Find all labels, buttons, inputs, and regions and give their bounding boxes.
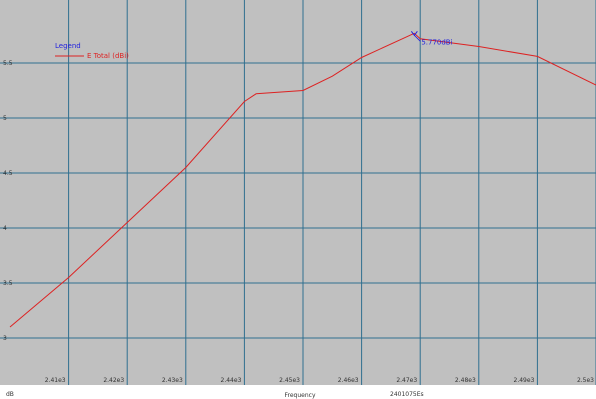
legend-entry-label: E Total (dBi) xyxy=(87,52,129,60)
legend-title: Legend xyxy=(55,42,81,50)
series-group xyxy=(9,32,596,328)
x-tick-label: 2.43e3 xyxy=(162,377,183,384)
footer-right-text: 2401075Es xyxy=(390,391,424,398)
footer-bar xyxy=(0,385,596,399)
x-tick-labels: 2.41e3 2.42e3 2.43e3 2.44e3 2.45e3 2.46e3 2.47… xyxy=(45,377,594,384)
x-tick-label: 2.47e3 xyxy=(396,377,417,384)
x-tick-label: 2.48e3 xyxy=(455,377,476,384)
marker-leader xyxy=(414,35,421,42)
x-tick-label: 2.41e3 xyxy=(45,377,66,384)
plot-background xyxy=(0,0,596,385)
x-tick-label: 2.46e3 xyxy=(338,377,359,384)
y-tick-label: 4 xyxy=(3,225,7,232)
y-tick-labels: 3 3.5 4 4.5 5 5.5 xyxy=(3,60,13,342)
y-tick-label: 5 xyxy=(3,115,7,122)
x-tick-label: 2.42e3 xyxy=(103,377,124,384)
series-line xyxy=(9,32,596,328)
marker-label: 5.770dBi xyxy=(421,38,452,46)
marker-group: 5.770dBi xyxy=(410,31,453,46)
x-axis-label: Frequency xyxy=(285,392,316,399)
x-tick-label: 2.49e3 xyxy=(514,377,535,384)
x-tick-label: 2.44e3 xyxy=(221,377,242,384)
grid xyxy=(0,0,596,385)
x-tick-label: 2.5e3 xyxy=(577,377,594,384)
y-tick-label: 4.5 xyxy=(3,170,13,177)
y-tick-label: 5.5 xyxy=(3,60,13,67)
legend: Legend E Total (dBi) xyxy=(55,42,129,60)
y-tick-label: 3.5 xyxy=(3,280,13,287)
footer-left-text: dB xyxy=(6,391,14,398)
y-tick-label: 3 xyxy=(3,335,7,342)
x-tick-label: 2.45e3 xyxy=(279,377,300,384)
